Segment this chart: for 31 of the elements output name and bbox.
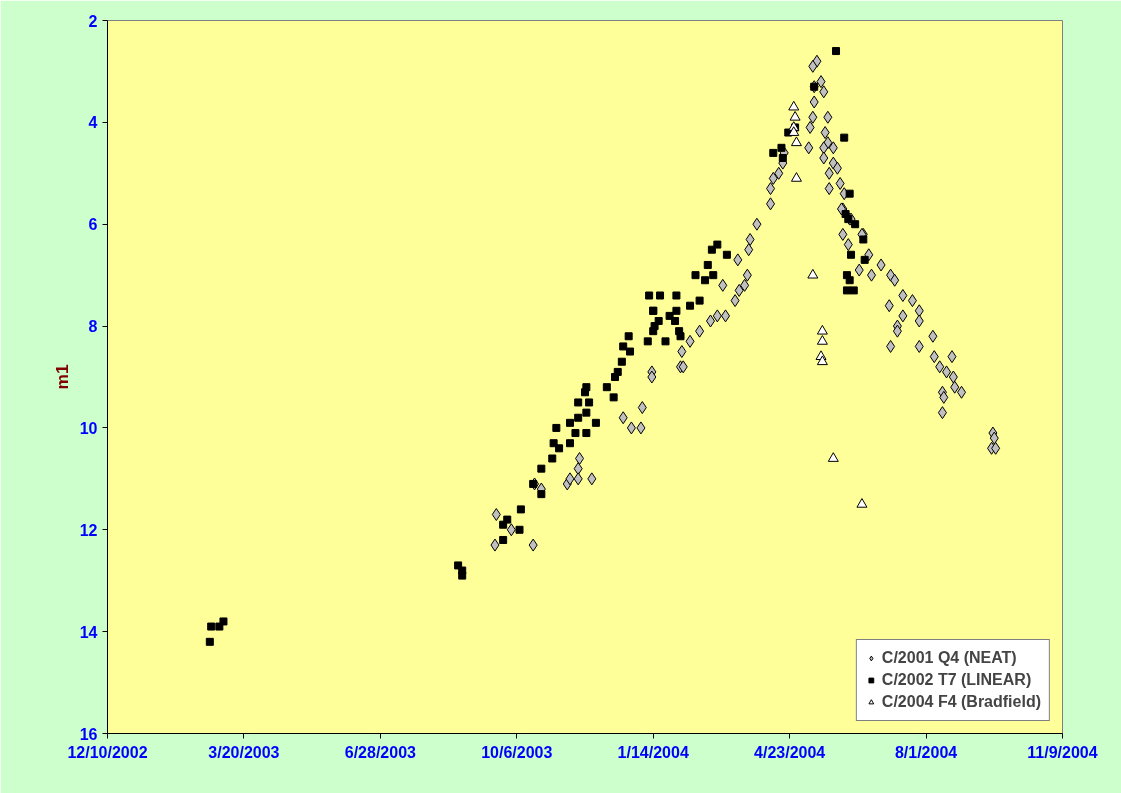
x-tick-label: 4/23/2004: [754, 743, 826, 761]
point: [827, 452, 839, 462]
x-tick-label: 10/6/2003: [481, 743, 553, 761]
x-tick-label: 1/14/2004: [617, 743, 689, 761]
x-tick-label: 11/9/2004: [1027, 743, 1098, 761]
point: [807, 268, 819, 279]
point: [816, 355, 828, 366]
point: [816, 335, 828, 345]
y-tick-label: 10: [79, 419, 98, 437]
x-tick-label: 3/20/2003: [208, 743, 280, 761]
point: [789, 110, 801, 121]
x-tick-label: 12/10/2002: [67, 743, 148, 761]
y-tick-label: 12: [79, 521, 98, 539]
y-tick-label: 6: [88, 216, 98, 234]
x-tick-label: 6/28/2003: [344, 743, 417, 761]
point: [790, 136, 802, 147]
point: [790, 172, 802, 182]
legend-label: C/2001 Q4 (NEAT): [881, 649, 1017, 667]
x-tick-label: 8/1/2004: [894, 743, 958, 761]
legend-label: C/2004 F4 (Bradfield): [881, 693, 1041, 711]
y-axis-title: m1: [51, 364, 72, 390]
y-tick-label: 14: [79, 623, 98, 641]
point: [816, 324, 828, 335]
point: [856, 498, 868, 508]
point: [788, 100, 800, 111]
y-tick-label: 2: [88, 12, 98, 30]
y-tick-label: 8: [88, 318, 98, 336]
legend-label: C/2002 T7 (LINEAR): [881, 671, 1032, 689]
point: [788, 126, 800, 136]
y-tick-label: 16: [79, 725, 98, 743]
y-tick-label: 4: [88, 114, 98, 132]
